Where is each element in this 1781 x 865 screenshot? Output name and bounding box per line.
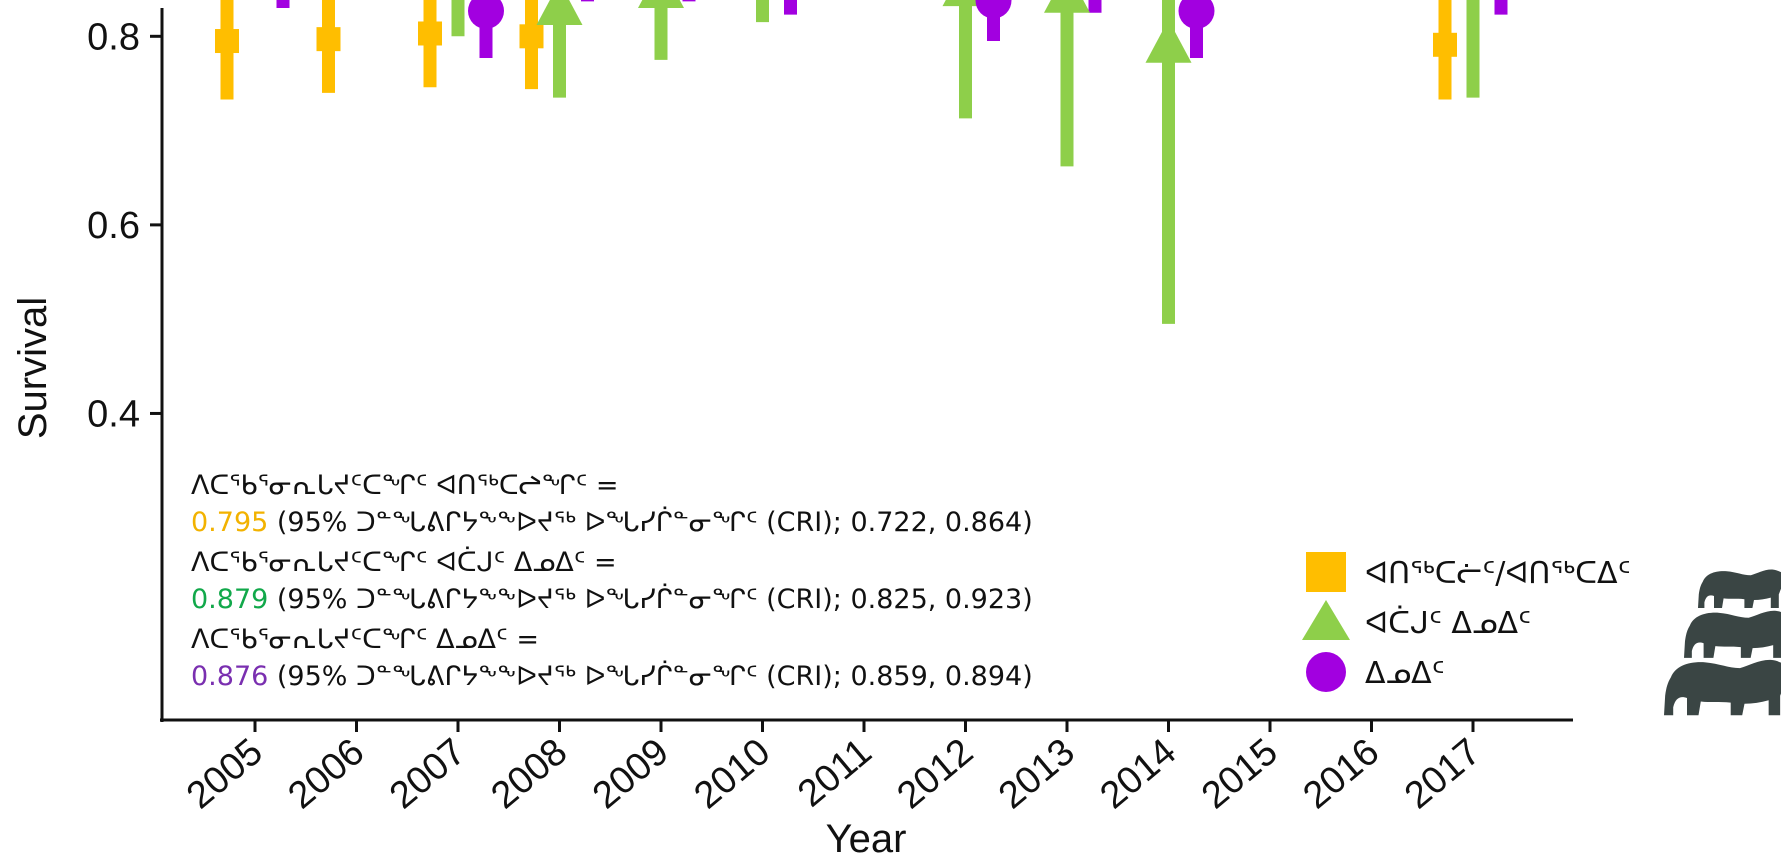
x-tick-label: 2010 [687, 731, 779, 818]
data-point-circle [975, 0, 1012, 19]
data-point-triangle [1044, 0, 1090, 13]
y-tick-label: 0.4 [87, 393, 140, 435]
x-ticks: 2005 2006 2007 2008 2009 2010 2011 2012 2013 2014… [179, 720, 1489, 817]
data-point-square [1433, 32, 1457, 57]
legend-marker-square [1306, 552, 1346, 592]
x-tick-label: 2013 [991, 731, 1083, 818]
data-point-square [418, 21, 442, 46]
legend-label: ᐊᑖᒍᑦ ᐃᓄᐃᑦ [1365, 604, 1531, 641]
annotation-value: 0.879 [191, 584, 268, 615]
data-point-square [215, 29, 239, 54]
y-axis-title: Survival [11, 297, 55, 439]
polar-bear-small-icon [1698, 569, 1781, 609]
annotation-value-line: 0.879 (95% ᑐᓐᖓᕕᒋᔭᖕᖕᐅᔪᖅ ᐅᖓᓯᒌᓐᓂᖏᑦ (CRI); 0… [191, 583, 1033, 615]
x-tick-label: 2009 [585, 731, 677, 818]
x-tick-label: 2007 [382, 731, 474, 818]
x-tick-label: 2012 [890, 731, 982, 818]
x-tick-label: 2015 [1194, 731, 1286, 818]
x-tick-label: 2017 [1397, 731, 1489, 818]
summary-annotation: ᐱᑕᖃᕐᓂᕆᒐᔪᑦᑕᖏᑦ ᐊᑎᖅᑕᖠᖏᑦ = 0.795 (95% ᑐᓐᖓᕕᒋᔭᖕ… [191, 470, 1033, 692]
y-tick-label: 0.8 [87, 16, 140, 58]
annotation-ci: (95% ᑐᓐᖓᕕᒋᔭᖕᖕᐅᔪᖅ ᐅᖓᓯᒌᓐᓂᖏᑦ (CRI); 0.825, … [268, 583, 1032, 615]
annotation-value: 0.795 [191, 507, 268, 538]
legend-marker-triangle [1302, 600, 1350, 640]
data-point-triangle [638, 0, 684, 9]
x-axis-title: Year [826, 817, 907, 861]
data-point-square [519, 24, 544, 49]
axes [160, 8, 1573, 722]
data-point-circle [468, 0, 504, 29]
data-point-triangle [536, 0, 583, 26]
annotation-label: ᐱᑕᖃᕐᓂᕆᒐᔪᑦᑕᖏᑦ ᐃᓄᐃᑦ = [191, 624, 539, 655]
y-tick-label: 0.6 [87, 205, 140, 247]
markers [215, 0, 1457, 63]
x-tick-label: 2014 [1093, 731, 1185, 818]
x-tick-label: 2006 [281, 731, 373, 818]
annotation-value: 0.876 [191, 661, 268, 692]
polar-bear-large-icon [1664, 659, 1781, 716]
annotation-label: ᐱᑕᖃᕐᓂᕆᒐᔪᑦᑕᖏᑦ ᐊᑖᒍᑦ ᐃᓄᐃᑦ = [191, 546, 617, 578]
x-tick-label: 2008 [484, 731, 576, 818]
x-tick-label: 2005 [179, 731, 271, 818]
annotation-label: ᐱᑕᖃᕐᓂᕆᒐᔪᑦᑕᖏᑦ ᐊᑎᖅᑕᖠᖏᑦ = [191, 470, 619, 501]
data-point-square [316, 27, 341, 52]
bear-icons [1664, 569, 1781, 716]
annotation-ci: (95% ᑐᓐᖓᕕᒋᔭᖕᖕᐅᔪᖅ ᐅᖓᓯᒌᓐᓂᖏᑦ (CRI); 0.722, … [268, 506, 1032, 538]
y-ticks: 0.40.60.81.0 [87, 16, 162, 435]
legend-label: ᐊᑎᖅᑕᓖᑦ/ᐊᑎᖅᑕᐃᑦ [1365, 556, 1631, 591]
error-bars [220, 0, 1508, 324]
annotation-value-line: 0.876 (95% ᑐᓐᖓᕕᒋᔭᖕᖕᐅᔪᖅ ᐅᖓᓯᒌᓐᓂᖏᑦ (CRI); 0… [191, 660, 1033, 692]
x-tick-label: 2011 [790, 731, 880, 816]
x-tick-label: 2016 [1296, 731, 1388, 818]
polar-bear-medium-icon [1684, 610, 1781, 658]
legend: ᐊᑎᖅᑕᓖᑦ/ᐊᑎᖅᑕᐃᑦ ᐊᑖᒍᑦ ᐃᓄᐃᑦ ᐃᓄᐃᑦ [1302, 552, 1631, 692]
annotation-ci: (95% ᑐᓐᖓᕕᒋᔭᖕᖕᐅᔪᖅ ᐅᖓᓯᒌᓐᓂᖏᑦ (CRI); 0.859, … [268, 660, 1032, 692]
annotation-value-line: 0.795 (95% ᑐᓐᖓᕕᒋᔭᖕᖕᐅᔪᖅ ᐅᖓᓯᒌᓐᓂᖏᑦ (CRI); 0… [191, 506, 1033, 538]
data-point-triangle [1145, 19, 1192, 63]
data-point-circle [1178, 0, 1215, 29]
legend-label: ᐃᓄᐃᑦ [1365, 656, 1445, 691]
legend-marker-circle [1306, 652, 1346, 692]
